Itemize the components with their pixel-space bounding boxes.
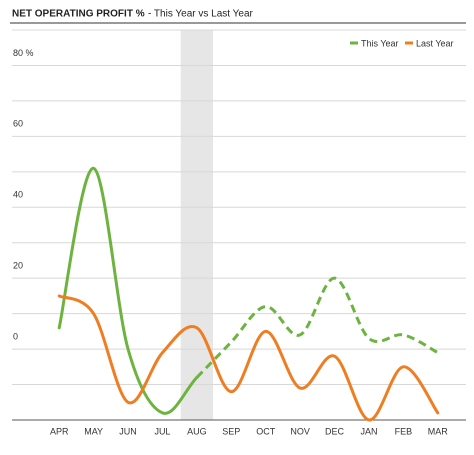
- y-tick-label: 20: [13, 261, 23, 271]
- chart-title: NET OPERATING PROFIT %: [12, 9, 145, 20]
- y-tick-label: 0: [13, 331, 18, 341]
- line-series: [57, 294, 440, 422]
- x-tick-label: APR: [50, 426, 69, 436]
- line-series: [57, 166, 199, 415]
- x-tick-label: DEC: [325, 426, 345, 436]
- line-series-projected: [195, 276, 439, 379]
- x-tick-label: NOV: [290, 426, 310, 436]
- chart-subtitle: - This Year vs Last Year: [148, 9, 254, 20]
- y-tick-label: 40: [13, 190, 23, 200]
- x-tick-label: MAR: [428, 426, 449, 436]
- x-tick-label: JAN: [360, 426, 377, 436]
- highlight-band: [180, 30, 214, 420]
- x-tick-label: JUN: [119, 426, 137, 436]
- legend-label: Last Year: [416, 38, 454, 48]
- y-tick-label: 60: [13, 119, 23, 129]
- legend-label: This Year: [361, 38, 399, 48]
- x-tick-label: AUG: [187, 426, 207, 436]
- x-tick-label: OCT: [256, 426, 276, 436]
- x-tick-label: JUL: [154, 426, 170, 436]
- x-tick-label: FEB: [395, 426, 413, 436]
- y-tick-label: 80 %: [13, 48, 34, 58]
- x-tick-label: SEP: [222, 426, 240, 436]
- x-tick-label: MAY: [84, 426, 103, 436]
